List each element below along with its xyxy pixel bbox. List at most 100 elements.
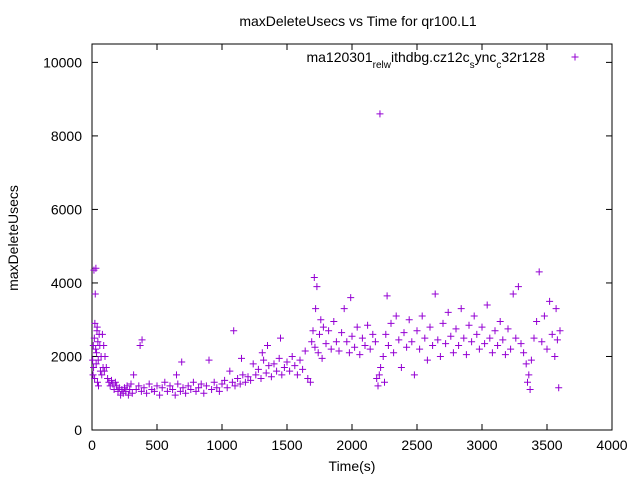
data-point [197,380,205,388]
data-point [322,340,330,348]
data-point [366,345,374,353]
data-point [127,380,135,388]
y-tick-label: 8000 [51,128,82,144]
y-tick-label: 2000 [51,348,82,364]
data-point [338,329,346,337]
data-point [182,389,190,397]
data-point [252,371,260,379]
data-point [556,327,564,335]
data-point [306,378,314,386]
data-point [98,371,106,379]
data-point [488,349,496,357]
data-point [265,362,273,370]
data-point [104,375,112,383]
data-point [228,378,236,386]
data-point [553,336,561,344]
data-point [457,305,465,313]
data-point [135,382,143,390]
data-point [108,376,115,384]
data-point [153,382,161,390]
data-point [137,387,145,395]
data-point [247,376,255,384]
data-point [540,312,548,320]
data-point [187,386,195,394]
data-point [439,319,447,327]
data-point [215,387,223,395]
chart-title: maxDeleteUsecs vs Time for qr100.L1 [239,13,477,29]
data-point [452,325,460,333]
data-point [176,387,184,395]
data-point [481,340,489,348]
data-points [89,110,564,399]
data-point [296,356,304,364]
data-point [383,292,391,300]
data-point [361,341,369,349]
data-point [405,316,413,324]
data-point [304,375,312,383]
data-point [161,378,169,386]
data-point [429,341,437,349]
data-point [277,334,284,342]
data-point [384,341,392,349]
data-point [325,327,333,335]
data-point [535,268,543,276]
data-point [236,380,244,388]
data-point [514,283,522,291]
x-tick-label: 500 [145,437,169,453]
data-point [275,354,283,362]
data-point [335,347,343,355]
data-point [218,380,226,388]
data-point [124,391,132,399]
data-point [470,312,478,320]
x-tick-label: 2000 [336,437,367,453]
data-point [258,349,266,357]
data-point [507,345,515,353]
data-point [364,321,372,329]
data-point [343,338,351,346]
data-point [387,319,395,327]
data-point [348,332,356,340]
data-point [249,360,257,368]
data-point [280,364,288,372]
data-point [210,378,218,386]
x-tick-label: 2500 [401,437,432,453]
data-point [392,312,400,320]
x-tick-label: 1000 [206,437,237,453]
data-point [426,323,434,331]
data-point [449,349,457,357]
data-point [123,382,131,390]
legend-marker [571,53,579,61]
data-point [501,351,509,359]
data-point [101,352,109,360]
data-point [351,343,359,351]
y-tick-label: 4000 [51,275,82,291]
data-point [90,334,98,342]
data-point [327,345,335,353]
data-point [465,321,473,329]
x-tick-label: 4000 [596,437,627,453]
data-point [264,341,271,349]
data-point [436,352,444,360]
data-point [318,354,326,362]
data-point [184,382,192,390]
data-point [234,375,242,383]
data-point [192,387,200,395]
data-point [395,336,403,344]
data-point [522,360,530,368]
data-point [527,356,535,364]
data-point [308,338,316,346]
data-point [94,356,102,364]
data-point [444,308,452,316]
data-point [473,330,481,338]
data-point [517,340,525,348]
data-point [163,387,171,395]
data-point [317,316,325,324]
data-point [90,364,98,372]
data-point [509,290,517,298]
legend: ma120301relwithdbg.cz12csyncc32r128 [306,49,579,71]
data-point [286,367,294,375]
data-point [257,375,265,383]
data-point [447,332,455,340]
data-point [93,378,101,386]
